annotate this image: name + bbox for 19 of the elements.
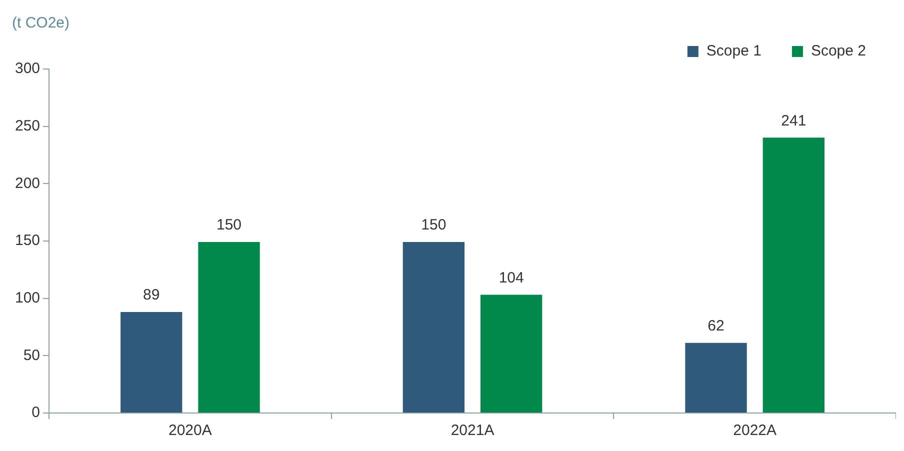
y-tick-label: 200 (14, 174, 40, 192)
x-tick-label: 2020A (168, 422, 212, 440)
y-tick-label: 150 (14, 232, 40, 250)
data-label: 150 (421, 216, 446, 234)
y-tick-label: 300 (14, 60, 40, 78)
x-tick-label: 2021A (450, 422, 494, 440)
data-label: 62 (708, 318, 724, 335)
x-tick-label: 2022A (733, 422, 777, 440)
data-label: 89 (143, 286, 160, 304)
y-tick-label: 250 (14, 117, 40, 134)
y-tick-label: 0 (32, 404, 40, 422)
data-label: 104 (498, 269, 524, 286)
legend-label: Scope 2 (810, 42, 866, 60)
y-tick-label: 50 (23, 346, 40, 364)
y-tick-label: 100 (14, 289, 40, 306)
data-label: 150 (216, 216, 242, 234)
legend-label: Scope 1 (706, 42, 762, 60)
data-label: 241 (781, 112, 806, 130)
y-axis-title: (t CO2e) (12, 14, 70, 32)
